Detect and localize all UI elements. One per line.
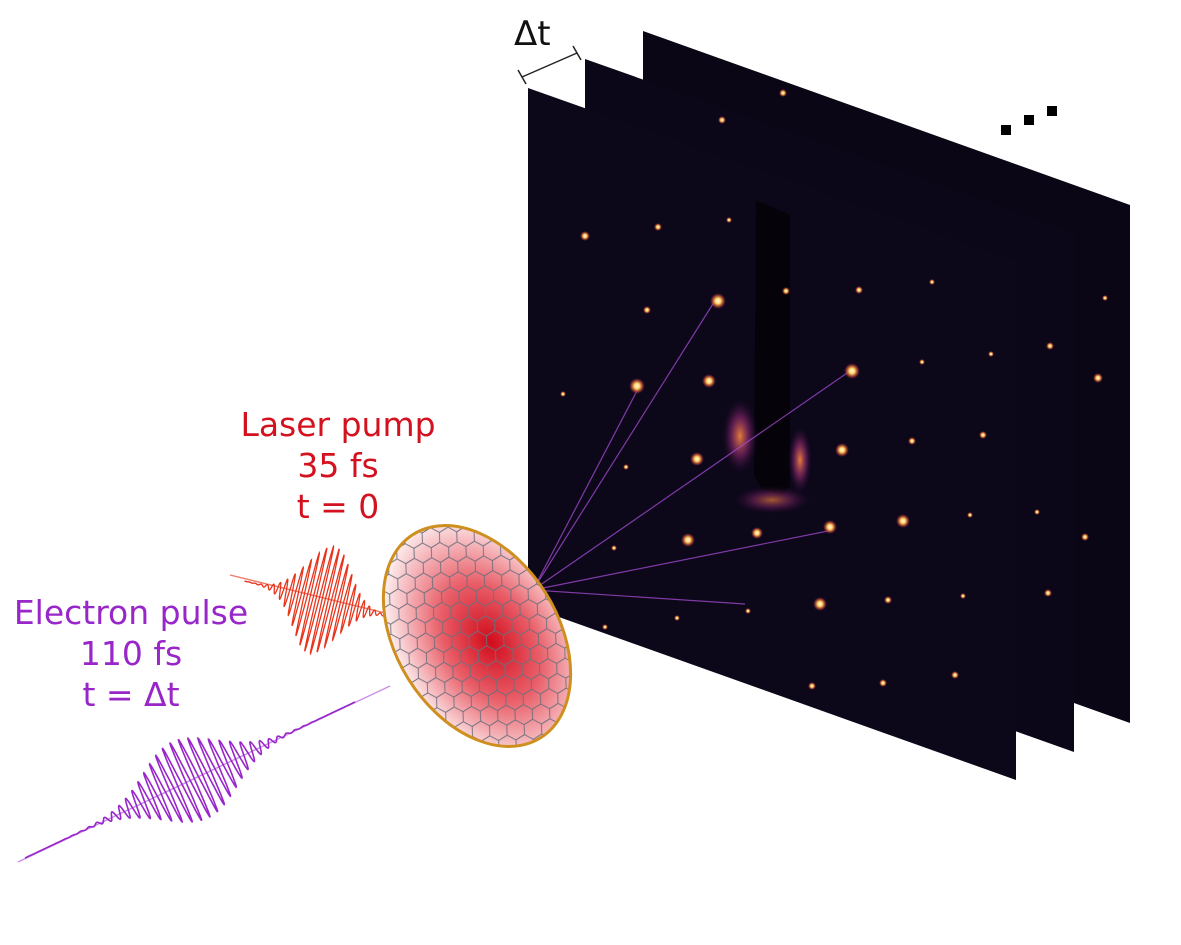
beam-stop-shadow [754,200,790,496]
electron-time: t = Δt [82,675,180,714]
laser-pump-label: Laser pump 35 fs t = 0 [218,404,458,527]
continuation-ellipsis [1001,106,1057,135]
electron-name: Electron pulse [13,593,249,632]
laser-time: t = 0 [296,487,380,526]
direct-beam-halo-left [722,398,758,474]
direct-beam-halo-bottom [732,486,812,514]
detector-streaks [532,298,851,605]
electron-pulse-wave [24,701,356,859]
delta-t-bracket [517,45,582,85]
diffraction-spots [560,217,994,690]
delta-t-label: Δt [514,14,551,54]
laser-pulse-wave [244,544,400,656]
electron-pulse-label: Electron pulse 110 fs t = Δt [0,592,262,715]
diffraction-frame-stack [528,31,1130,780]
laser-name: Laser pump [240,405,436,444]
direct-beam-halo-right [788,426,812,494]
electron-duration: 110 fs [79,634,183,673]
sample-rim [381,524,573,748]
laser-pulse [229,544,400,656]
laser-duration: 35 fs [297,446,379,485]
electron-pulse [17,685,391,863]
